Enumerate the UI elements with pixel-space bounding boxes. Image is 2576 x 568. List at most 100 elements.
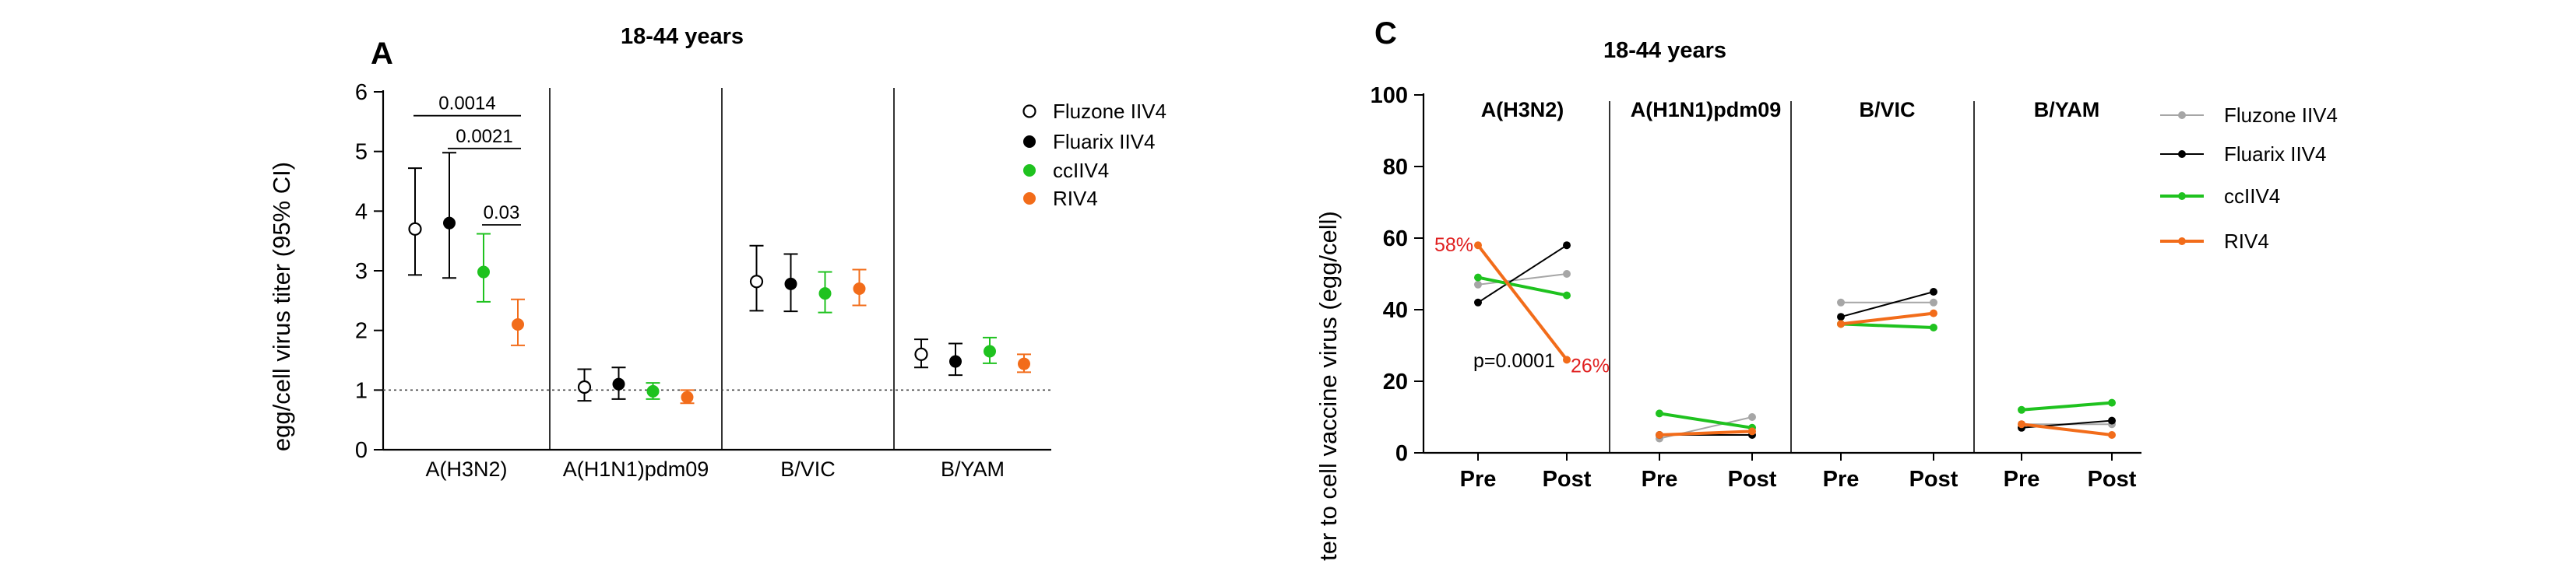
x-tick-label: Pre [1460, 467, 1497, 492]
data-point [1474, 273, 1482, 282]
pre-percent-label: 58% [1434, 234, 1473, 256]
legend-label: ccIIV4 [1053, 159, 1109, 182]
legend-marker [2178, 237, 2186, 245]
data-point [408, 222, 422, 236]
data-point [1563, 291, 1571, 300]
series-line [1476, 244, 1568, 361]
series-line [1840, 322, 1934, 329]
data-point [2108, 398, 2116, 407]
y-tick-label: 0 [355, 438, 368, 463]
data-point [1474, 280, 1482, 289]
x-tick-label: Post [1909, 467, 1958, 492]
data-point [1930, 309, 1937, 317]
post-percent-label: 26% [1571, 355, 1610, 377]
data-point [2108, 431, 2116, 439]
legend-label: Fluarix IIV4 [1053, 130, 1156, 153]
series-line [1659, 430, 1753, 437]
data-point [1837, 298, 1845, 307]
y-tick-label: 100 [1371, 83, 1408, 108]
data-point [1018, 357, 1030, 370]
x-tick-label: Pre [2004, 467, 2040, 492]
legend-label: ccIIV4 [2224, 184, 2280, 208]
data-point [577, 380, 592, 394]
series-line [1477, 275, 1568, 297]
category-label: A(H3N2) [425, 458, 507, 481]
significance-label: 0.0021 [456, 126, 512, 147]
p-value-label: p=0.0001 [1473, 350, 1555, 372]
data-point [681, 391, 694, 404]
panel-a-title: 18-44 years [621, 24, 744, 49]
series-line [1477, 273, 1568, 286]
data-point [1656, 409, 1663, 418]
legend-label: RIV4 [1053, 187, 1098, 210]
series-line [1659, 412, 1753, 430]
legend-label: Fluzone IIV4 [2224, 103, 2338, 127]
panel-a-plot: 0 1 2 3 4 5 6 A(H3N2) A(H1N1)pdm09 B/VIC B/YAM 0.00… [355, 80, 1167, 481]
legend-marker [2178, 192, 2186, 200]
y-tick-label: 20 [1383, 370, 1408, 394]
data-point [477, 265, 490, 279]
subpanel-title: B/YAM [2034, 98, 2100, 121]
y-tick-label: 0 [1395, 441, 1408, 466]
data-point [949, 355, 962, 368]
series-line [1840, 291, 1934, 318]
data-point [1930, 298, 1937, 307]
y-tick-label: 1 [355, 378, 368, 403]
category-label: A(H1N1)pdm09 [563, 458, 709, 481]
data-point [784, 277, 797, 290]
data-point [1563, 270, 1571, 278]
data-point [1563, 356, 1571, 364]
series-line [1840, 311, 1934, 326]
data-point [512, 318, 524, 331]
panel-c-ylabel: ter to cell vaccine virus (egg/cell) [1314, 211, 1342, 561]
data-point [1748, 427, 1756, 436]
y-tick-label: 4 [355, 199, 368, 224]
data-point [853, 282, 866, 295]
y-tick-label: 5 [355, 140, 368, 165]
panel-c-title: 18-44 years [1603, 38, 1726, 63]
panel-c-letter: C [1374, 16, 1397, 51]
series-line [2021, 422, 2113, 437]
data-point [646, 384, 660, 398]
data-point [1930, 288, 1937, 296]
legend-marker [2178, 111, 2186, 119]
data-point [818, 287, 832, 300]
subpanel-title: A(H1N1)pdm09 [1631, 98, 1782, 121]
category-label: B/YAM [941, 458, 1005, 481]
y-tick-label: 3 [355, 259, 368, 284]
subpanel-title: A(H3N2) [1481, 98, 1564, 121]
y-tick-label: 40 [1383, 298, 1408, 323]
legend-label: RIV4 [2224, 230, 2269, 253]
x-tick-label: Pre [1642, 467, 1678, 492]
legend-label: Fluarix IIV4 [2224, 142, 2327, 166]
panel-a-letter: A [371, 37, 393, 71]
data-point [2108, 416, 2116, 425]
data-point [984, 345, 996, 358]
y-tick-label: 80 [1383, 155, 1408, 180]
legend-marker [1022, 104, 1036, 118]
data-point [612, 377, 625, 391]
data-point [1474, 241, 1482, 250]
data-point [1748, 413, 1756, 421]
legend-marker [1023, 164, 1036, 177]
panel-a-ylabel: egg/cell virus titer (95% CI) [268, 162, 295, 451]
significance-label: 0.0014 [438, 93, 495, 114]
data-point [1474, 298, 1482, 307]
legend-label: Fluzone IIV4 [1053, 100, 1167, 123]
series-line [2021, 401, 2113, 412]
x-tick-label: Pre [1823, 467, 1860, 492]
y-tick-label: 6 [355, 80, 368, 105]
data-point [1837, 320, 1845, 328]
data-point [1837, 313, 1845, 321]
data-point [2018, 405, 2025, 414]
data-point [443, 216, 456, 230]
y-tick-label: 2 [355, 319, 368, 344]
data-point [914, 347, 928, 361]
x-tick-label: Post [2088, 467, 2137, 492]
legend-marker [2178, 150, 2186, 158]
legend-marker [1023, 192, 1036, 205]
subpanel-title: B/VIC [1859, 98, 1915, 121]
data-point [1563, 241, 1571, 250]
x-tick-label: Post [1728, 467, 1777, 492]
